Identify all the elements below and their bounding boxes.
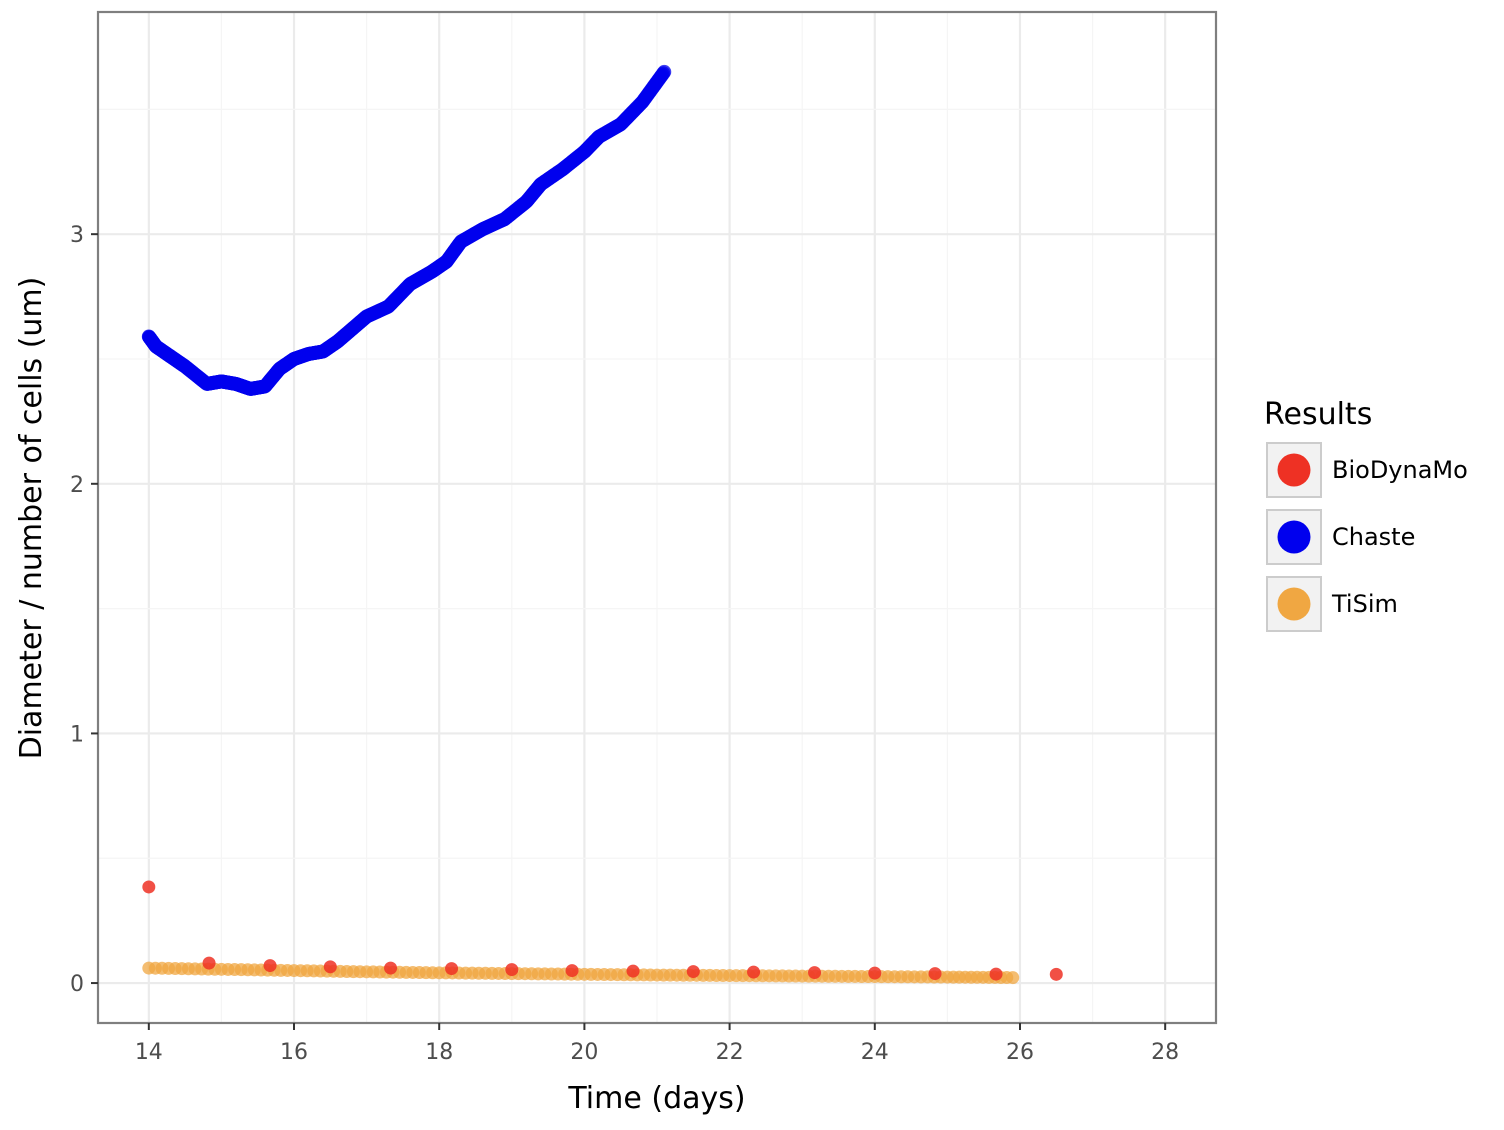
y-tick-label: 0 bbox=[70, 972, 84, 997]
data-point bbox=[565, 964, 579, 978]
y-axis: 0 1 2 3 bbox=[70, 223, 98, 997]
data-point bbox=[384, 961, 398, 975]
legend-marker bbox=[1277, 587, 1311, 621]
data-point bbox=[202, 956, 216, 970]
x-axis-title: Time (days) bbox=[567, 1081, 745, 1116]
legend-entry-biodynamo: BioDynaMo bbox=[1266, 442, 1468, 498]
y-tick-label: 2 bbox=[70, 473, 84, 498]
x-tick-label: 24 bbox=[861, 1040, 889, 1065]
legend-marker bbox=[1277, 520, 1311, 554]
grid bbox=[98, 12, 1216, 1023]
legend-label: BioDynaMo bbox=[1332, 456, 1468, 484]
data-point bbox=[626, 964, 640, 978]
data-point bbox=[808, 966, 822, 980]
data-point bbox=[657, 64, 672, 79]
data-point bbox=[323, 960, 337, 974]
legend-label: Chaste bbox=[1332, 523, 1415, 551]
data-point bbox=[989, 967, 1003, 981]
legend-label: TiSim bbox=[1331, 590, 1398, 618]
data-point bbox=[505, 963, 519, 977]
data-point bbox=[1006, 971, 1020, 985]
x-tick-label: 28 bbox=[1151, 1040, 1179, 1065]
series-biodynamo bbox=[142, 880, 1063, 981]
y-axis-title: Diameter / number of cells (um) bbox=[14, 277, 49, 760]
x-axis: 14 16 18 20 22 24 26 28 bbox=[135, 1023, 1179, 1065]
legend-marker bbox=[1277, 453, 1311, 487]
legend-entries: BioDynaMo Chaste TiSim bbox=[1266, 442, 1468, 632]
y-tick-label: 3 bbox=[70, 223, 84, 248]
legend-title: Results bbox=[1264, 397, 1372, 432]
x-tick-label: 26 bbox=[1006, 1040, 1034, 1065]
y-tick-label: 1 bbox=[70, 722, 84, 747]
x-tick-label: 18 bbox=[425, 1040, 453, 1065]
x-tick-label: 14 bbox=[135, 1040, 163, 1065]
data-point bbox=[868, 966, 882, 980]
data-point bbox=[445, 962, 459, 976]
data-point bbox=[747, 965, 761, 979]
x-tick-label: 22 bbox=[716, 1040, 744, 1065]
data-point bbox=[928, 967, 942, 981]
data-point bbox=[142, 880, 156, 894]
legend-entry-chaste: Chaste bbox=[1266, 509, 1415, 565]
x-tick-label: 20 bbox=[570, 1040, 598, 1065]
x-tick-label: 16 bbox=[280, 1040, 308, 1065]
data-point bbox=[1049, 967, 1063, 981]
series-layer bbox=[141, 64, 1063, 985]
series-chaste bbox=[141, 64, 672, 396]
data-point bbox=[263, 959, 277, 973]
legend-entry-tisim: TiSim bbox=[1266, 576, 1398, 632]
legend: Results BioDynaMo Chaste TiSim bbox=[1264, 397, 1468, 632]
data-point bbox=[686, 965, 700, 979]
plot-border bbox=[96, 10, 1218, 1025]
